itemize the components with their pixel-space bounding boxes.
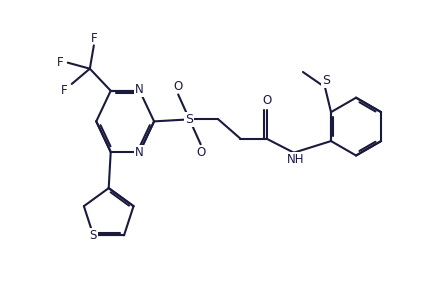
- Text: O: O: [262, 94, 271, 107]
- Text: S: S: [90, 229, 97, 242]
- Text: O: O: [173, 80, 183, 93]
- Text: F: F: [56, 56, 63, 69]
- Text: S: S: [322, 73, 330, 87]
- Text: F: F: [61, 84, 68, 97]
- Text: S: S: [185, 113, 193, 126]
- Text: NH: NH: [287, 154, 305, 166]
- Text: N: N: [135, 84, 144, 96]
- Text: O: O: [196, 146, 205, 159]
- Text: F: F: [91, 32, 97, 45]
- Text: N: N: [135, 146, 144, 159]
